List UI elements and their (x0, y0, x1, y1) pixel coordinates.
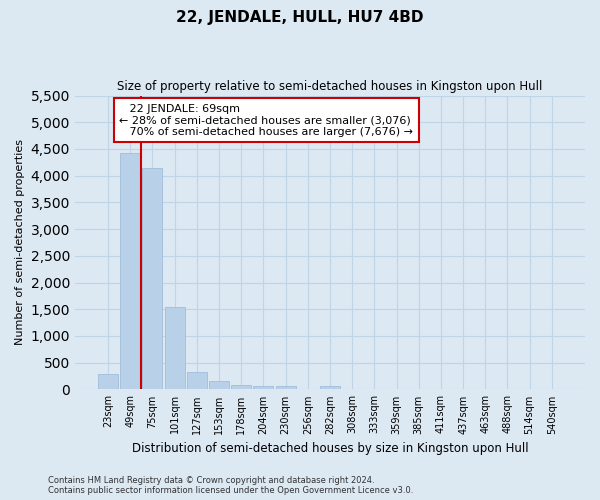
Bar (187, 372, 207, 390)
Text: 22 JENDALE: 69sqm
← 28% of semi-detached houses are smaller (3,076)
   70% of se: 22 JENDALE: 69sqm ← 28% of semi-detached… (119, 104, 413, 137)
Bar (98, 374, 118, 390)
Text: Contains HM Land Registry data © Crown copyright and database right 2024.
Contai: Contains HM Land Registry data © Crown c… (48, 476, 413, 495)
Bar (231, 385, 251, 390)
Title: Size of property relative to semi-detached houses in Kingston upon Hull: Size of property relative to semi-detach… (117, 80, 542, 93)
Bar (164, 307, 185, 390)
Bar (209, 382, 229, 390)
Y-axis label: Number of semi-detached properties: Number of semi-detached properties (15, 140, 25, 346)
Bar (253, 386, 274, 390)
Bar (320, 386, 340, 390)
Bar (120, 154, 140, 390)
Bar (142, 168, 163, 390)
Text: 22, JENDALE, HULL, HU7 4BD: 22, JENDALE, HULL, HU7 4BD (176, 10, 424, 25)
X-axis label: Distribution of semi-detached houses by size in Kingston upon Hull: Distribution of semi-detached houses by … (131, 442, 528, 455)
Bar (275, 386, 296, 390)
